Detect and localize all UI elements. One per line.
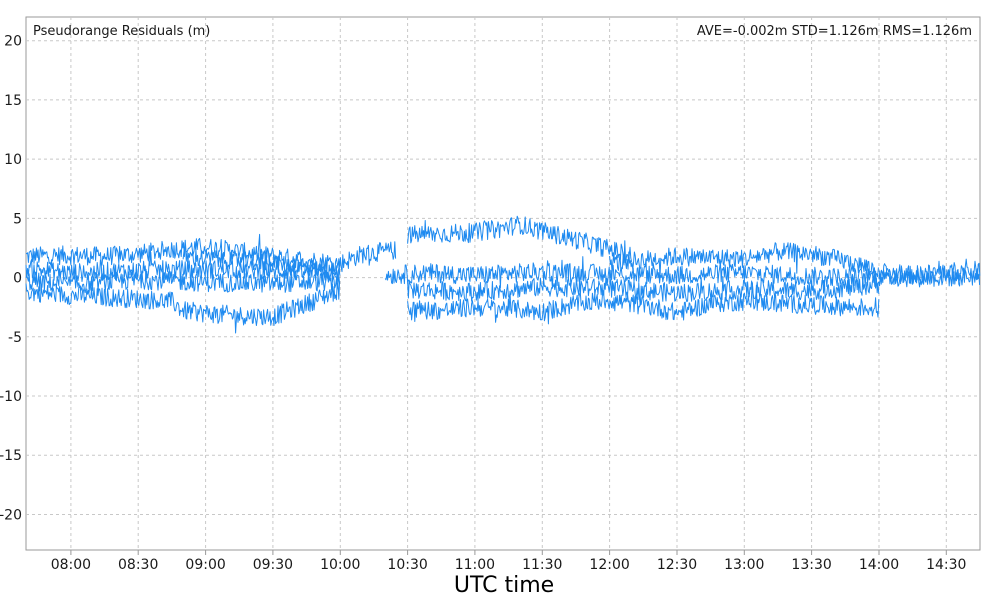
x-tick-label: 11:00 bbox=[455, 557, 495, 573]
residual-series-line bbox=[25, 268, 341, 294]
x-tick-label: 13:00 bbox=[724, 557, 764, 573]
x-tick-label: 11:30 bbox=[522, 557, 562, 573]
y-tick-label: 0 bbox=[13, 271, 22, 287]
x-axis-ticks: 08:00 08:30 09:00 09:30 10:00 10:30 11:00 11:30… bbox=[51, 550, 966, 573]
y-tick-label: 15 bbox=[4, 93, 22, 109]
x-tick-label: 14:00 bbox=[859, 557, 899, 573]
y-tick-label: 5 bbox=[13, 211, 22, 227]
residual-series-line bbox=[609, 240, 879, 279]
y-tick-label: -15 bbox=[0, 448, 22, 464]
residual-series-line bbox=[407, 275, 880, 306]
x-axis-label: UTC time bbox=[454, 573, 554, 598]
residual-series-line bbox=[182, 247, 341, 281]
residual-series-line bbox=[407, 282, 880, 325]
residual-series-line bbox=[878, 258, 981, 285]
chart-title: Pseudorange Residuals (m) bbox=[33, 24, 210, 39]
y-tick-label: 20 bbox=[4, 34, 22, 50]
y-axis-ticks: 20 15 10 5 0 -5 -10 -15 -20 bbox=[0, 34, 22, 524]
x-tick-label: 10:00 bbox=[320, 557, 360, 573]
y-tick-label: 10 bbox=[4, 152, 22, 168]
x-tick-label: 09:30 bbox=[253, 557, 293, 573]
x-tick-label: 10:30 bbox=[387, 557, 427, 573]
x-tick-label: 12:00 bbox=[589, 557, 629, 573]
x-tick-label: 13:30 bbox=[791, 557, 831, 573]
x-tick-label: 12:30 bbox=[657, 557, 697, 573]
x-tick-label: 08:00 bbox=[51, 557, 91, 573]
y-tick-label: -5 bbox=[8, 330, 22, 346]
y-tick-label: -20 bbox=[0, 508, 22, 524]
residual-series-line bbox=[407, 215, 633, 264]
residual-series-line bbox=[25, 281, 341, 334]
x-tick-label: 08:30 bbox=[118, 557, 158, 573]
x-tick-label: 14:30 bbox=[926, 557, 966, 573]
y-tick-label: -10 bbox=[0, 389, 22, 405]
series-layer bbox=[25, 215, 981, 334]
x-tick-label: 09:00 bbox=[185, 557, 225, 573]
stats-readout: AVE=-0.002m STD=1.126m RMS=1.126m bbox=[697, 24, 972, 39]
